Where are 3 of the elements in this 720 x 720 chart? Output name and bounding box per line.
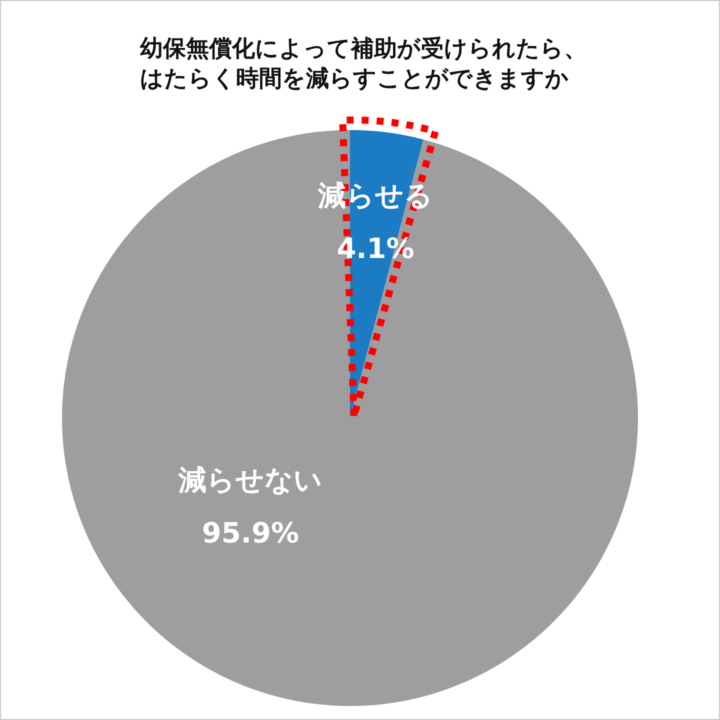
data-label: 95.9%: [202, 516, 300, 550]
title: 幼保無償化によって補助が受けられたら、はたらく時間を減らすことができますか: [140, 36, 587, 92]
slice-label: 減らせない: [177, 463, 322, 496]
